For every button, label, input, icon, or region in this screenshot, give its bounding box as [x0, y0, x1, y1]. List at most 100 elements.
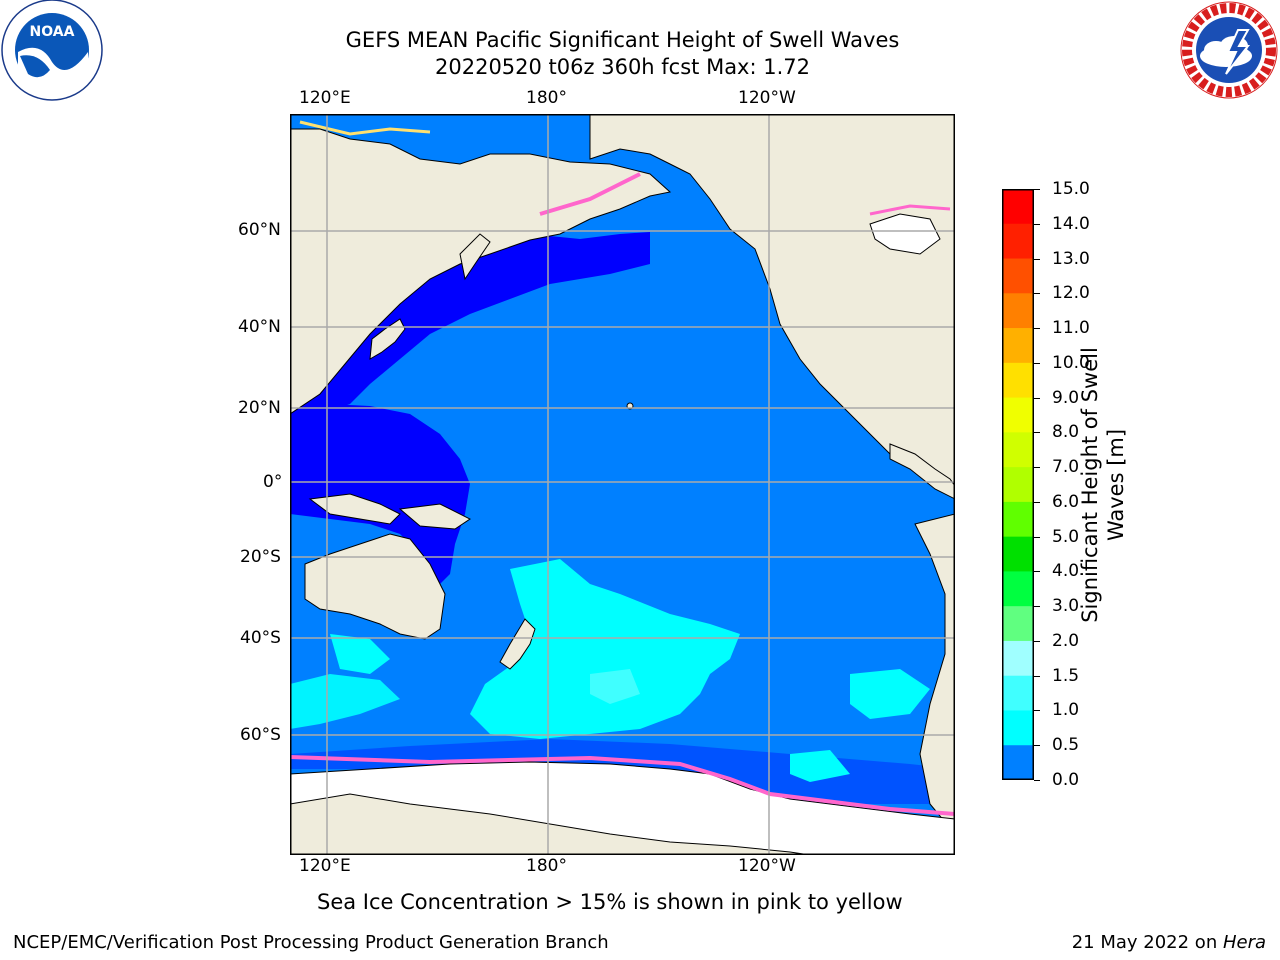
date-prefix: 21 May 2022 on: [1071, 932, 1223, 953]
ocean-higher-patch: [590, 669, 640, 704]
sea-ice-edge-arctic: [299, 120, 431, 136]
lat-tick-20n: 20°N: [238, 398, 281, 418]
lat-tick-40n: 40°N: [238, 317, 281, 337]
colorbar-tick-label: 12.0: [1052, 283, 1090, 304]
colorbar-band: [1002, 536, 1034, 572]
sea-ice-note: Sea Ice Concentration > 15% is shown in …: [317, 890, 903, 914]
colorbar-tick-mark: [1034, 223, 1040, 225]
lon-tick-bottom-120e: 120°E: [299, 856, 351, 876]
ocean-high-tasman: [330, 634, 390, 674]
colorbar-tick-label: 5.0: [1052, 526, 1080, 547]
ocean-high-southwest: [290, 674, 400, 729]
colorbar-tick-mark: [1034, 571, 1040, 573]
colorbar-band: [1002, 501, 1034, 538]
colorbar-tick-label: 1.5: [1052, 665, 1080, 686]
land-new-guinea: [398, 503, 471, 530]
gridlines: [290, 114, 955, 855]
colorbar-label: Significant Height of Swell Waves [m]: [1077, 347, 1129, 623]
colorbar-tick-label: 8.0: [1052, 422, 1080, 443]
colorbar-band: [1002, 571, 1034, 607]
colorbar-tick-mark: [1034, 640, 1040, 642]
ocean-low-west: [290, 404, 470, 584]
colorbar-band: [1002, 675, 1034, 711]
colorbar-tick-label: 15.0: [1052, 179, 1090, 199]
colorbar-tick-mark: [1034, 536, 1040, 538]
colorbar-band: [1002, 710, 1034, 746]
lon-tick-top-120w: 120°W: [738, 88, 796, 108]
colorbar-tick-mark: [1034, 293, 1040, 295]
colorbar-tick-label: 0.0: [1052, 770, 1080, 790]
colorbar-tick-mark: [1034, 710, 1040, 712]
colorbar-tick-label: 3.0: [1052, 596, 1080, 617]
lat-tick-20s: 20°S: [240, 547, 281, 567]
colorbar-tick-labels: 15.0 14.0 13.0 12.0 11.0 10.0 9.0 8.0 7.0 6.0 5.0 4…: [1034, 179, 1112, 790]
colorbar-band: [1002, 397, 1034, 433]
lon-tick-bottom-180: 180°: [526, 856, 567, 876]
sea-ice-edge-hudson: [869, 204, 951, 216]
map-title: GEFS MEAN Pacific Significant Height of …: [345, 28, 900, 52]
land-new-zealand: [499, 618, 536, 670]
date-text: 21 May 2022 on Hera: [1072, 932, 1266, 953]
colorbar-tick-label: 1.0: [1052, 700, 1080, 721]
colorbar-tick-label: 9.0: [1052, 387, 1080, 408]
hudson-bay: [869, 213, 941, 255]
colorbar-band: [1002, 745, 1034, 781]
colorbar-tick-label: 10.0: [1052, 352, 1090, 373]
colorbar-tick-label: 0.5: [1052, 735, 1080, 756]
lat-tick-60n: 60°N: [238, 220, 281, 240]
colorbar-tick-mark: [1034, 745, 1040, 747]
lon-tick-top-180: 180°: [526, 88, 567, 108]
colorbar-band: [1002, 223, 1034, 260]
colorbar-label-line2: Waves [m]: [1104, 428, 1128, 542]
colorbar-tick-label: 4.0: [1052, 561, 1080, 582]
colorbar-tick-mark: [1034, 189, 1040, 190]
colorbar-band: [1002, 606, 1034, 642]
colorbar: [1002, 189, 1034, 781]
colorbar-tick-mark: [1034, 606, 1040, 608]
nws-logo: [1178, 0, 1280, 102]
colorbar-tick-mark: [1034, 675, 1040, 677]
noaa-logo: NOAA: [0, 0, 104, 104]
land-australia: [304, 533, 446, 640]
colorbar-tick-mark: [1034, 362, 1040, 364]
colorbar-band: [1002, 189, 1034, 225]
colorbar-band: [1002, 328, 1034, 364]
colorbar-band: [1002, 432, 1034, 468]
colorbar-tick-mark: [1034, 328, 1040, 330]
map-panel: [289, 113, 956, 856]
colorbar-band: [1002, 467, 1034, 503]
map-frame: [290, 114, 955, 855]
lat-tick-0: 0°: [263, 472, 283, 492]
credit-text: NCEP/EMC/Verification Post Processing Pr…: [13, 932, 609, 953]
ocean-high-southeast: [850, 669, 930, 719]
noaa-logo-text: NOAA: [30, 24, 75, 40]
colorbar-band: [1002, 258, 1034, 294]
lat-tick-40s: 40°S: [240, 628, 281, 648]
land-kamchatka: [459, 233, 491, 281]
map-subtitle: 20220520 t06z 360h fcst Max: 1.72: [435, 55, 810, 79]
lon-tick-top-120e: 120°E: [299, 88, 351, 108]
colorbar-tick-mark: [1034, 780, 1040, 781]
lat-tick-60s: 60°S: [240, 725, 281, 745]
sea-ice-edge-bering: [539, 172, 641, 216]
land-borneo: [308, 493, 401, 525]
ocean-high-south-patch: [790, 750, 850, 782]
colorbar-tick-label: 11.0: [1052, 318, 1090, 339]
lon-tick-bottom-120w: 120°W: [738, 856, 796, 876]
sea-ice-edge-south: [289, 755, 956, 816]
colorbar-tick-label: 2.0: [1052, 630, 1080, 651]
colorbar-band: [1002, 293, 1034, 329]
colorbar-band: [1002, 362, 1034, 399]
colorbar-label-line1: Significant Height of Swell: [1078, 347, 1102, 623]
colorbar-tick-label: 6.0: [1052, 491, 1080, 512]
colorbar-frame: [1002, 189, 1034, 780]
colorbar-tick-label: 14.0: [1052, 213, 1090, 234]
colorbar-tick-label: 13.0: [1052, 248, 1090, 269]
colorbar-tick-mark: [1034, 432, 1040, 434]
colorbar-tick-label: 7.0: [1052, 457, 1080, 478]
date-machine: Hera: [1222, 932, 1266, 953]
colorbar-band: [1002, 640, 1034, 677]
colorbar-tick-mark: [1034, 397, 1040, 399]
colorbar-tick-mark: [1034, 258, 1040, 260]
land-asia: [289, 114, 672, 415]
